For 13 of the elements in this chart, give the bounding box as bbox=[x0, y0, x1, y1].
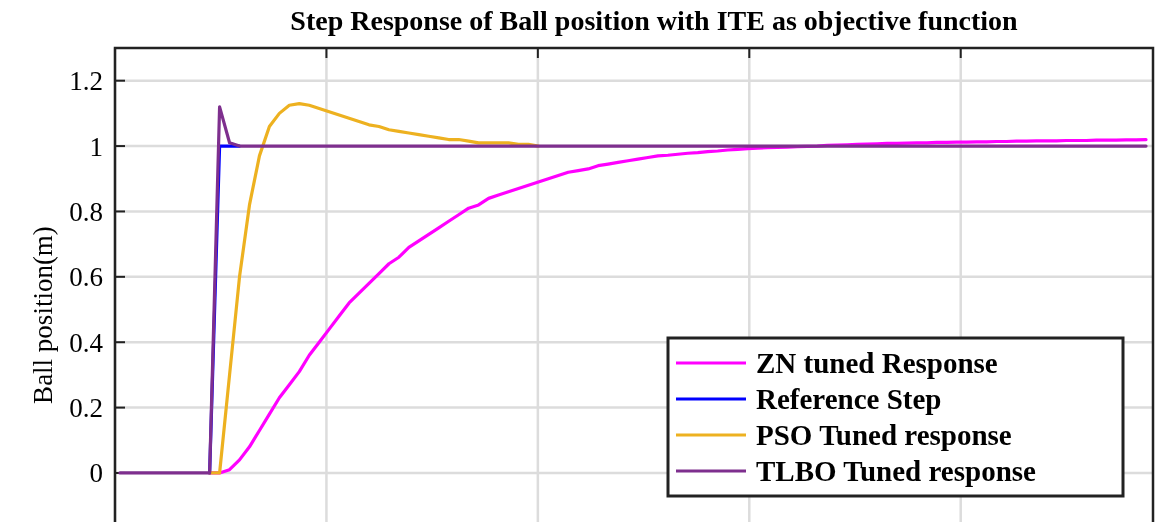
legend-label: ZN tuned Response bbox=[756, 347, 998, 380]
y-tick-label: 0.8 bbox=[69, 196, 103, 227]
y-tick-label: 0.2 bbox=[69, 393, 103, 424]
y-tick-label: 0.4 bbox=[69, 327, 104, 358]
y-axis-title: Ball position(m) bbox=[28, 226, 58, 404]
chart-title: Step Response of Ball position with ITE as objective function bbox=[290, 5, 1019, 36]
legend-label: PSO Tuned response bbox=[756, 419, 1012, 452]
legend-label: TLBO Tuned response bbox=[756, 455, 1037, 488]
y-tick-label: 1.2 bbox=[69, 66, 103, 97]
y-tick-label: 0 bbox=[89, 458, 103, 489]
legend-label: Reference Step bbox=[756, 383, 942, 416]
y-tick-label: 1 bbox=[89, 131, 103, 162]
y-tick-label: 0.6 bbox=[69, 262, 103, 293]
